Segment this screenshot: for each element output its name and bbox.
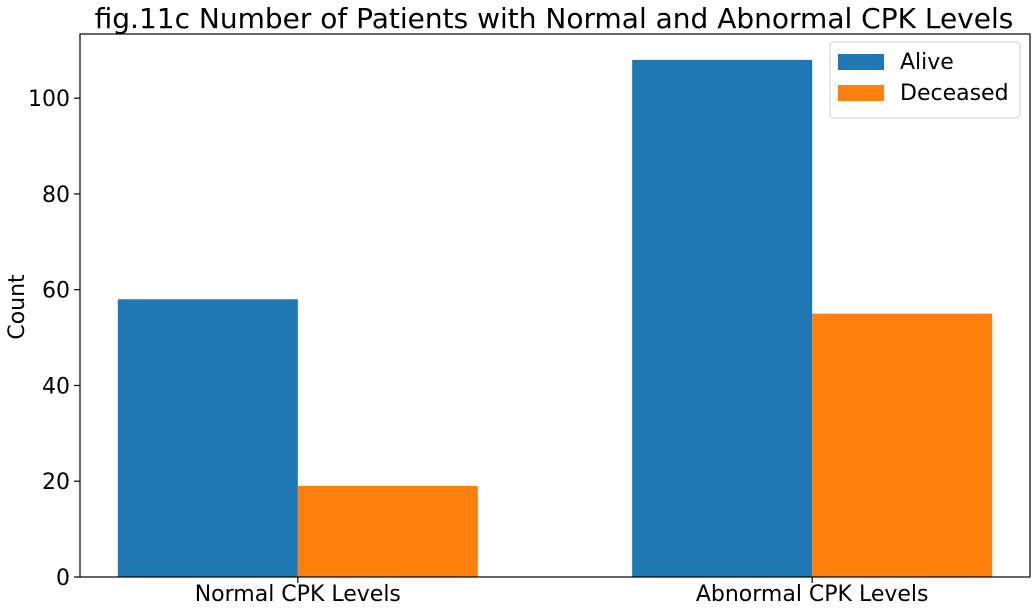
legend-swatch-alive — [838, 54, 884, 70]
bar-alive-1 — [632, 59, 813, 578]
bar-alive-0 — [117, 299, 298, 577]
y-tick-label: 0 — [56, 566, 70, 591]
bars-group — [117, 59, 993, 578]
legend: Alive Deceased — [829, 41, 1021, 119]
y-axis-label: Count — [5, 274, 30, 340]
y-tick-label: 80 — [42, 183, 70, 208]
x-tick-label: Normal CPK Levels — [195, 582, 401, 607]
plot-frame — [79, 33, 1031, 578]
legend-label-deceased: Deceased — [900, 81, 1009, 106]
axes-group: 0 20 40 60 80 100 Normal CPK Levels Abnormal CP… — [28, 33, 1031, 607]
x-tick-label: Abnormal CPK Levels — [696, 582, 929, 607]
y-tick-label: 100 — [28, 87, 70, 112]
bar-deceased-1 — [812, 313, 993, 577]
legend-swatch-deceased — [838, 85, 884, 101]
legend-label-alive: Alive — [900, 50, 954, 75]
y-tick-label: 20 — [42, 470, 70, 495]
y-tick-label: 60 — [42, 279, 70, 304]
chart-title: fig.11c Number of Patients with Normal a… — [95, 2, 1014, 35]
y-tick-label: 40 — [42, 374, 70, 399]
bar-deceased-0 — [297, 486, 478, 577]
